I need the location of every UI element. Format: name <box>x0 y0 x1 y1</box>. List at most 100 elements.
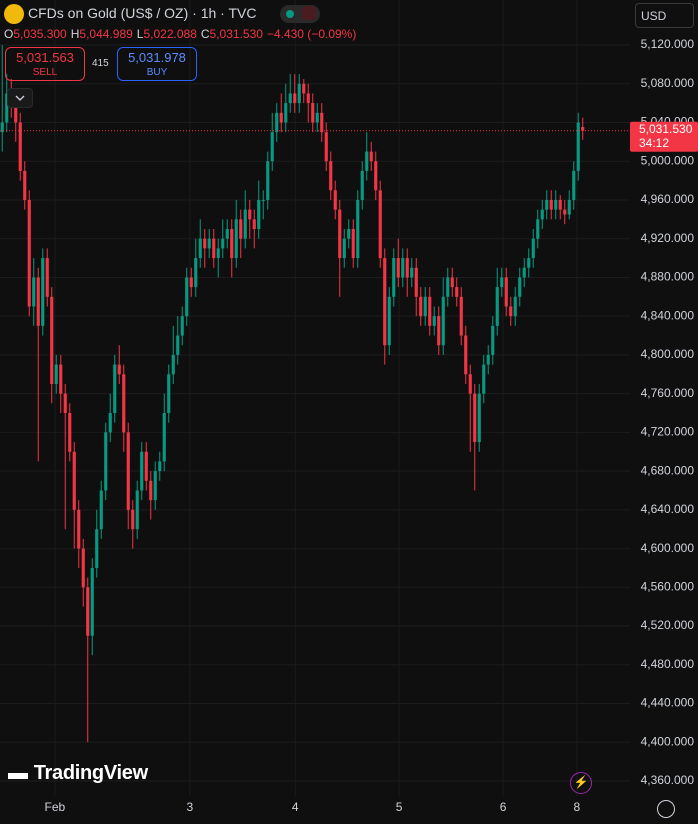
y-tick-label: 5,000.000 <box>641 153 695 167</box>
candle-body <box>5 93 9 123</box>
chevron-icon <box>15 95 25 101</box>
x-tick-label: 3 <box>187 800 194 814</box>
y-tick-label: 4,800.000 <box>641 347 695 361</box>
ohlc-value: 5,044.989 <box>79 27 133 41</box>
candle-body <box>419 296 423 317</box>
candle-body <box>23 170 27 200</box>
candle-body <box>482 364 486 394</box>
logo-text: TradingView <box>33 762 148 784</box>
candle-body <box>126 432 130 510</box>
candle-body <box>293 93 297 104</box>
candle-body <box>392 258 396 297</box>
candle-body <box>284 103 288 123</box>
ohlc-value: 5,022.088 <box>143 27 197 41</box>
candle-body <box>288 93 292 104</box>
lightning-button[interactable]: ⚡ <box>570 772 592 794</box>
candle-body <box>549 199 553 210</box>
collapse-button[interactable] <box>7 88 33 108</box>
candle-body <box>104 432 108 491</box>
candle-body <box>576 122 580 171</box>
countdown: 34:12 <box>639 136 669 150</box>
candle-body <box>527 258 531 268</box>
candle-body <box>518 277 522 297</box>
symbol-icon[interactable] <box>4 4 24 24</box>
ohlc-change: −4.430 (−0.09%) <box>266 27 357 41</box>
candle-body <box>410 267 414 278</box>
candle-body <box>428 296 432 326</box>
candle-body <box>45 258 49 297</box>
x-tick-label: 6 <box>500 800 507 814</box>
candle-body <box>135 490 139 530</box>
y-tick-label: 5,120.000 <box>641 37 695 51</box>
status-pill[interactable] <box>280 5 320 23</box>
candle-body <box>360 170 364 200</box>
candle-body <box>266 161 270 200</box>
ohlc-key: H <box>70 27 80 41</box>
candle-body <box>230 229 234 259</box>
candle-body <box>513 296 517 317</box>
y-tick-label: 4,720.000 <box>641 425 695 439</box>
candle-body <box>180 316 184 336</box>
candle-body <box>572 170 576 200</box>
ohlc-value: 5,035.300 <box>13 27 67 41</box>
sell-label: SELL <box>32 67 58 78</box>
last-price-tag <box>630 121 698 152</box>
candle-body <box>14 103 18 123</box>
candle-body <box>333 190 337 210</box>
candle-body <box>338 209 342 259</box>
candle-body <box>356 199 360 259</box>
candle-body <box>563 209 567 215</box>
candle-body <box>536 219 540 239</box>
candle-body <box>225 229 229 239</box>
settings-button[interactable] <box>657 800 675 818</box>
y-tick-label: 4,680.000 <box>641 463 695 477</box>
candle-body <box>401 258 405 278</box>
buy-button[interactable]: 5,031.978 BUY <box>117 47 197 81</box>
candle-body <box>486 354 490 365</box>
y-tick-label: 4,520.000 <box>641 618 695 632</box>
candle-body <box>0 122 4 133</box>
candle-body <box>446 277 450 297</box>
x-tick-label: 4 <box>292 800 299 814</box>
ohlc-key: L <box>136 27 144 41</box>
candle-body <box>185 277 189 317</box>
candle-body <box>383 258 387 346</box>
candle-body <box>324 132 328 162</box>
candle-body <box>500 277 504 288</box>
y-tick-label: 4,880.000 <box>641 270 695 284</box>
candle-body <box>18 122 22 171</box>
candle-body <box>342 238 346 259</box>
candle-body <box>459 296 463 336</box>
candle-body <box>441 296 445 346</box>
candle-body <box>315 112 319 123</box>
candle-body <box>423 296 427 317</box>
y-tick-label: 4,960.000 <box>641 192 695 206</box>
symbol-title[interactable]: CFDs on Gold (US$ / OZ) · 1h · TVC <box>28 5 257 21</box>
candle-body <box>216 248 220 259</box>
candle-body <box>167 374 171 414</box>
candle-body <box>522 267 526 278</box>
candle-body <box>194 258 198 288</box>
candle-body <box>212 238 216 259</box>
y-tick-label: 4,360.000 <box>641 773 695 787</box>
ohlc-key: C <box>200 27 210 41</box>
candle-body <box>234 219 238 259</box>
candle-body <box>270 132 274 162</box>
currency-select[interactable]: USD <box>635 3 694 28</box>
candle-body <box>504 277 508 307</box>
y-tick-label: 4,480.000 <box>641 657 695 671</box>
candle-body <box>581 127 585 131</box>
candle-body <box>248 209 252 220</box>
y-tick-label: 5,080.000 <box>641 76 695 90</box>
y-tick-label: 4,600.000 <box>641 541 695 555</box>
candle-body <box>77 509 81 549</box>
ohlc-value: 5,031.530 <box>209 27 263 41</box>
candle-body <box>72 451 76 510</box>
candle-body <box>41 258 45 326</box>
spread: 415 <box>92 58 109 69</box>
candle-body <box>198 238 202 259</box>
candle-body <box>320 112 324 133</box>
sell-button[interactable]: 5,031.563 SELL <box>5 47 85 81</box>
candle-body <box>468 374 472 394</box>
